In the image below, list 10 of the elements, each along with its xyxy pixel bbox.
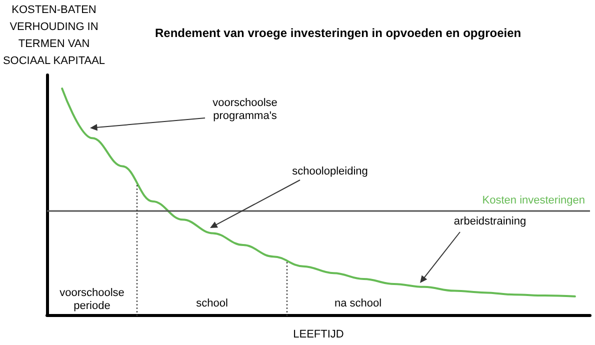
ref-line-label: Kosten investeringen bbox=[482, 194, 585, 206]
chart-title: Rendement van vroege investeringen in opvoeden en opgroeien bbox=[155, 26, 522, 40]
y-axis-title: KOSTEN-BATEN VERHOUDING IN TERMEN VAN SOCIAAL KAPITAAL bbox=[2, 3, 106, 69]
annotation: voorschoolse periode bbox=[58, 287, 126, 313]
annotation: arbeidstraining bbox=[452, 216, 528, 228]
annotation: school bbox=[195, 298, 229, 310]
annotation: schoolopleiding bbox=[291, 166, 369, 178]
x-axis-title: LEEFTIJD bbox=[293, 328, 344, 340]
annotation: na school bbox=[333, 298, 383, 310]
annotation: voorschoolse programma's bbox=[212, 97, 278, 123]
